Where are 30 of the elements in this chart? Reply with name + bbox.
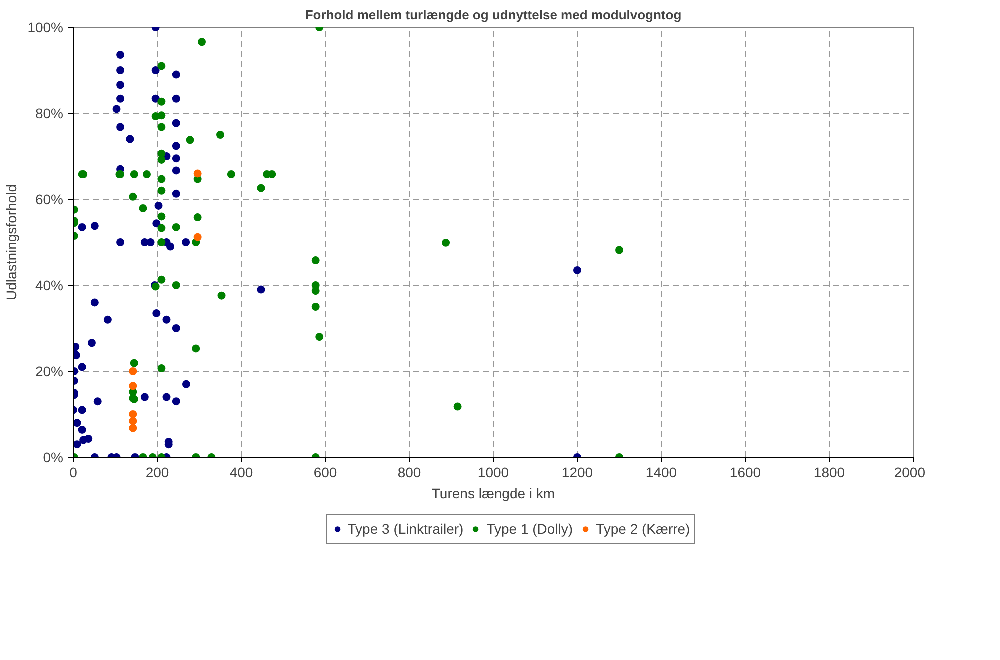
x-tick-label: 200 [146,464,170,480]
y-tick-label: 60% [35,192,64,208]
point [129,382,138,390]
y-axis-title: Udlastningsforhold [4,184,20,300]
point [194,170,202,178]
y-tick-label: 0% [43,450,64,466]
legend-label: Type 3 (Linktrailer) [348,521,464,537]
x-tick-label: 1200 [562,464,594,480]
x-tick-label: 1000 [478,464,510,480]
point [129,410,138,418]
x-tick-label: 1400 [646,464,678,480]
point [194,233,202,242]
x-tick-label: 1800 [814,464,846,480]
x-tick-label: 1600 [730,464,762,480]
y-tick-label: 100% [28,20,64,36]
legend-label: Type 1 (Dolly) [486,521,574,537]
x-tick-label: 0 [70,464,78,480]
x-tick-label: 600 [314,464,338,480]
y-tick-label: 20% [35,364,64,380]
x-tick-label: 400 [230,464,254,480]
x-tick-label: 800 [398,464,422,480]
chart-title: Forhold mellem turlængde og udnyttelse med modulvogntog [305,8,682,22]
y-tick-label: 80% [35,106,64,122]
x-axis-title: Turens længde i km [432,486,556,502]
legend-label: Type 2 (Kærre) [596,521,690,537]
point [129,368,138,376]
y-tick-label: 40% [35,278,64,294]
point [129,417,138,426]
x-tick-label: 2000 [894,464,926,480]
point [129,424,138,432]
